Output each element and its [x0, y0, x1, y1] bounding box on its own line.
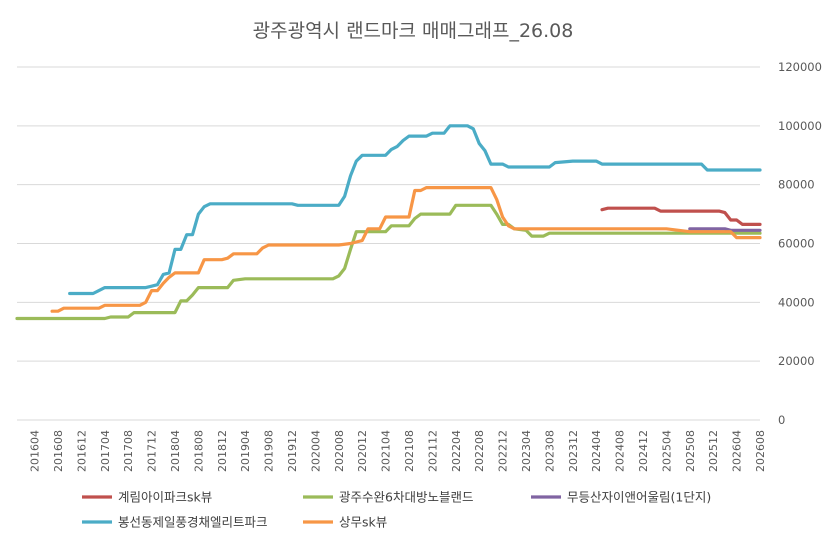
series-line	[688, 227, 762, 232]
x-tick-label: 201904	[239, 430, 252, 472]
legend-label: 상무sk뷰	[339, 515, 387, 530]
x-tick-label: 202008	[333, 430, 346, 472]
y-tick-label: 40000	[778, 295, 815, 309]
legend-label: 무등산자이앤어울림(1단지)	[567, 490, 711, 505]
x-tick-label: 202212	[497, 430, 510, 472]
x-tick-label: 202204	[450, 430, 463, 472]
x-tick-label: 202508	[684, 430, 697, 472]
x-tick-label: 202504	[660, 430, 673, 472]
x-tick-label: 202404	[590, 430, 603, 472]
x-tick-label: 202012	[356, 430, 369, 472]
y-tick-label: 60000	[778, 237, 815, 251]
x-tick-label: 202304	[520, 430, 533, 472]
x-tick-label: 202208	[473, 430, 486, 472]
series-line	[50, 186, 762, 313]
y-tick-label: 20000	[778, 354, 815, 368]
x-tick-label: 202004	[309, 430, 322, 472]
x-tick-label: 202108	[403, 430, 416, 472]
x-tick-label: 201708	[122, 430, 135, 472]
x-tick-label: 201604	[29, 430, 42, 472]
grid	[17, 66, 760, 421]
y-tick-label: 80000	[778, 178, 815, 192]
x-tick-label: 202104	[380, 430, 393, 472]
series-line	[600, 206, 762, 226]
y-axis: 0 20000 40000 60000 80000 100000 120000	[778, 60, 822, 427]
x-tick-label: 201704	[99, 430, 112, 472]
legend-label: 계림아이파크sk뷰	[118, 490, 212, 505]
legend-label: 봉선동제일풍경채엘리트파크	[118, 515, 268, 530]
series-line	[15, 203, 762, 321]
legend: 계림아이파크sk뷰 광주수완6차대방노블랜드 무등산자이앤어울림(1단지) 봉선동제일…	[82, 490, 711, 530]
x-tick-label: 201808	[192, 430, 205, 472]
x-tick-label: 202408	[614, 430, 627, 472]
legend-label: 광주수완6차대방노블랜드	[339, 490, 473, 505]
x-axis: 201604 201608 201612 201704 201708 201712 2018…	[29, 430, 767, 472]
y-tick-label: 0	[778, 413, 785, 427]
x-tick-label: 202312	[567, 430, 580, 472]
x-tick-label: 201612	[75, 430, 88, 472]
x-tick-label: 202512	[707, 430, 720, 472]
chart-title: 광주광역시 랜드마크 매매그래프_26.08	[253, 20, 574, 42]
plot-area	[15, 124, 762, 321]
x-tick-label: 202604	[731, 430, 744, 472]
x-tick-label: 201812	[216, 430, 229, 472]
x-tick-label: 201912	[286, 430, 299, 472]
x-tick-label: 201804	[169, 430, 182, 472]
y-tick-label: 120000	[778, 60, 822, 74]
x-tick-label: 202112	[426, 430, 439, 472]
x-tick-label: 201712	[146, 430, 159, 472]
y-tick-label: 100000	[778, 119, 822, 133]
x-tick-label: 201908	[263, 430, 276, 472]
x-tick-label: 202412	[637, 430, 650, 472]
x-tick-label: 201608	[52, 430, 65, 472]
series-line	[68, 124, 762, 296]
x-tick-label: 202308	[543, 430, 556, 472]
x-tick-label: 202608	[754, 430, 767, 472]
